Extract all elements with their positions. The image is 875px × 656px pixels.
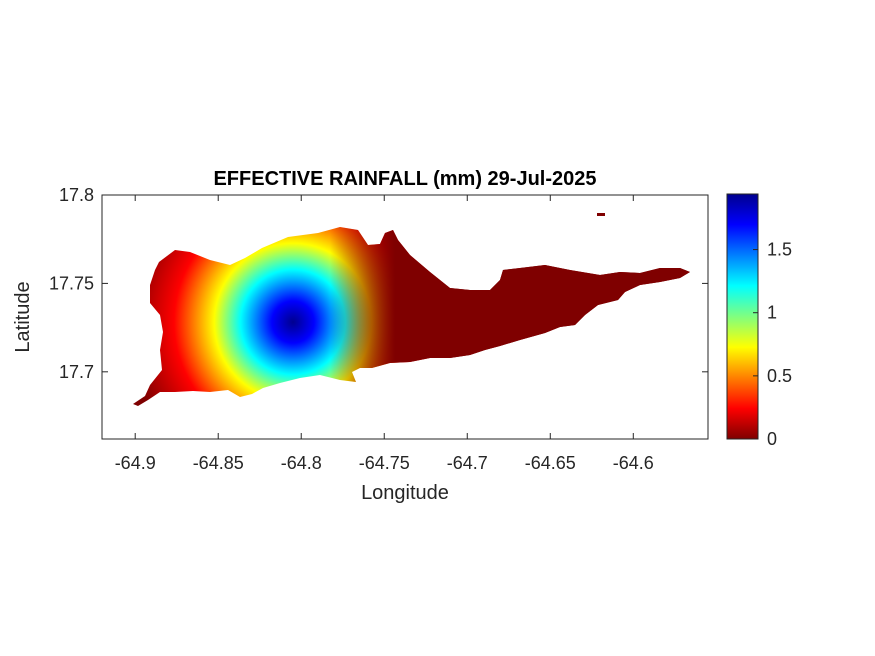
x-axis-label: Longitude	[361, 482, 449, 504]
y-axis-label: Latitude	[12, 281, 34, 352]
colorbar-tick-label: 0	[767, 429, 777, 449]
dry-east-overlay	[133, 227, 690, 406]
y-tick-label: 17.75	[49, 273, 94, 293]
colorbar: 0 0.5 1 1.5	[726, 193, 792, 449]
x-tick-label: -64.8	[281, 453, 322, 473]
colorbar-gradient	[726, 193, 759, 440]
x-tick-label: -64.75	[359, 453, 410, 473]
x-tick-label: -64.7	[447, 453, 488, 473]
x-tick-label: -64.65	[525, 453, 576, 473]
x-tick-label: -64.9	[115, 453, 156, 473]
x-tick-label: -64.85	[193, 453, 244, 473]
colorbar-tick-label: 0.5	[767, 366, 792, 386]
island-rainfall-field	[133, 213, 690, 406]
y-axis-ticks: 17.7 17.75 17.8	[49, 185, 708, 382]
small-islet	[597, 213, 605, 216]
colorbar-tick-label: 1.5	[767, 240, 792, 260]
colorbar-tick-label: 1	[767, 303, 777, 323]
x-tick-label: -64.6	[613, 453, 654, 473]
x-axis-ticks: -64.9 -64.85 -64.8 -64.75 -64.7 -64.65 -64.6	[115, 195, 654, 473]
y-tick-label: 17.8	[59, 185, 94, 205]
chart-title: EFFECTIVE RAINFALL (mm) 29-Jul-2025	[213, 168, 596, 190]
colorbar-ticks: 0 0.5 1 1.5	[753, 240, 792, 449]
y-tick-label: 17.7	[59, 362, 94, 382]
